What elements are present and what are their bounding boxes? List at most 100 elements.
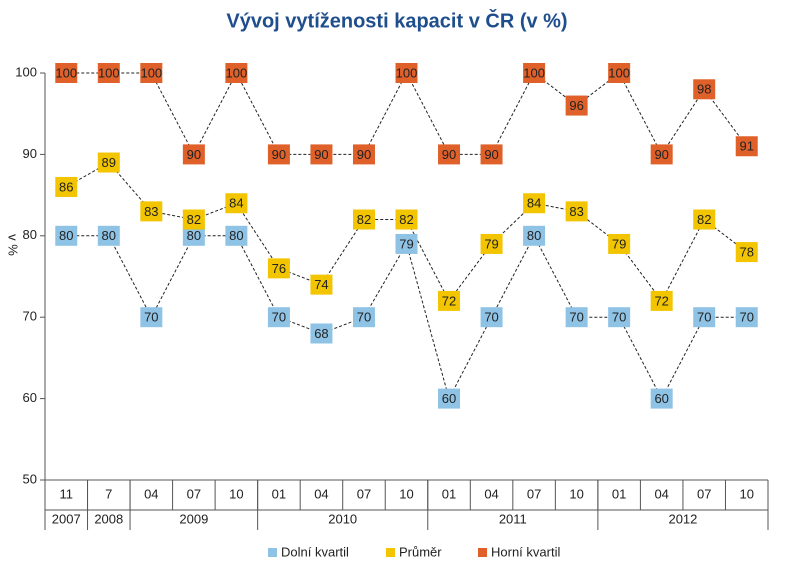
data-box <box>225 225 248 246</box>
data-label: 80 <box>527 228 541 243</box>
data-label: 80 <box>229 228 243 243</box>
data-label: 70 <box>357 310 371 325</box>
data-label: 70 <box>697 310 711 325</box>
data-label: 100 <box>55 65 77 80</box>
data-box <box>565 201 588 222</box>
data-box <box>608 63 631 83</box>
data-box <box>352 209 375 230</box>
data-box <box>480 233 503 254</box>
data-box <box>693 307 716 328</box>
data-label: 70 <box>569 310 583 325</box>
data-label: 90 <box>357 147 371 162</box>
data-label: 90 <box>272 147 286 162</box>
data-label: 89 <box>102 155 116 170</box>
data-box <box>225 193 248 214</box>
data-label: 84 <box>229 196 243 211</box>
data-label: 60 <box>654 391 668 406</box>
x-group-label: 2010 <box>328 511 357 526</box>
data-box <box>438 144 461 165</box>
x-tick-label: 04 <box>654 486 668 501</box>
x-tick-label: 04 <box>314 486 328 501</box>
data-label: 100 <box>140 65 162 80</box>
data-box <box>480 144 503 165</box>
data-label: 100 <box>98 65 120 80</box>
data-label: 91 <box>740 139 754 154</box>
y-tick-label: 100 <box>15 64 37 79</box>
data-label: 82 <box>187 212 201 227</box>
data-label: 84 <box>527 196 541 211</box>
x-tick-label: 07 <box>697 486 711 501</box>
data-box <box>523 63 546 83</box>
data-box <box>650 144 673 165</box>
x-tick-label: 10 <box>569 486 583 501</box>
data-box <box>267 258 290 279</box>
y-axis-label: v % <box>6 234 21 256</box>
data-label: 79 <box>484 236 498 251</box>
data-box <box>182 209 205 230</box>
legend-swatch <box>386 548 395 557</box>
data-box <box>523 193 546 214</box>
data-box <box>310 274 333 295</box>
data-label: 79 <box>399 236 413 251</box>
data-box <box>735 136 758 157</box>
x-group-label: 2007 <box>52 511 81 526</box>
series-line <box>66 71 748 156</box>
data-box <box>352 307 375 328</box>
data-box <box>693 79 716 100</box>
series-line <box>66 161 748 302</box>
data-box <box>140 201 163 222</box>
data-label: 70 <box>272 310 286 325</box>
data-label: 96 <box>569 98 583 113</box>
data-box <box>182 144 205 165</box>
data-label: 98 <box>697 82 711 97</box>
data-box <box>97 63 120 83</box>
data-box <box>267 144 290 165</box>
x-tick-label: 07 <box>527 486 541 501</box>
data-box <box>225 63 248 83</box>
data-label: 86 <box>59 179 73 194</box>
x-tick-label: 11 <box>60 486 74 501</box>
x-group-label: 2012 <box>668 511 697 526</box>
data-box <box>650 290 673 311</box>
data-label: 70 <box>484 310 498 325</box>
data-label: 100 <box>226 65 248 80</box>
data-label: 100 <box>396 65 418 80</box>
data-label: 78 <box>740 245 754 260</box>
x-group-label: 2009 <box>179 511 208 526</box>
y-tick-label: 80 <box>23 227 37 242</box>
data-box <box>140 63 163 83</box>
data-box <box>650 388 673 409</box>
x-tick-label: 01 <box>612 486 626 501</box>
data-label: 72 <box>654 293 668 308</box>
data-label: 83 <box>569 204 583 219</box>
data-box <box>523 225 546 246</box>
data-box <box>608 307 631 328</box>
data-box <box>97 225 120 246</box>
data-label: 82 <box>399 212 413 227</box>
x-tick-label: 04 <box>144 486 158 501</box>
legend-swatch <box>268 548 277 557</box>
x-tick-label: 04 <box>484 486 498 501</box>
data-label: 100 <box>523 65 545 80</box>
y-tick-label: 70 <box>23 309 37 324</box>
data-label: 80 <box>102 228 116 243</box>
data-label: 100 <box>608 65 630 80</box>
x-tick-label: 10 <box>399 486 413 501</box>
data-box <box>693 209 716 230</box>
y-tick-label: 90 <box>23 146 37 161</box>
data-label: 90 <box>484 147 498 162</box>
data-box <box>395 63 418 83</box>
data-box <box>55 176 78 197</box>
x-tick-label: 10 <box>740 486 754 501</box>
legend-swatch <box>478 548 487 557</box>
x-group-label: 2011 <box>499 511 527 526</box>
y-tick-label: 50 <box>23 471 37 486</box>
data-box <box>267 307 290 328</box>
data-box <box>140 307 163 328</box>
data-label: 82 <box>697 212 711 227</box>
data-box <box>735 242 758 263</box>
data-label: 90 <box>187 147 201 162</box>
data-box <box>735 307 758 328</box>
data-label: 74 <box>314 277 328 292</box>
data-label: 72 <box>442 293 456 308</box>
